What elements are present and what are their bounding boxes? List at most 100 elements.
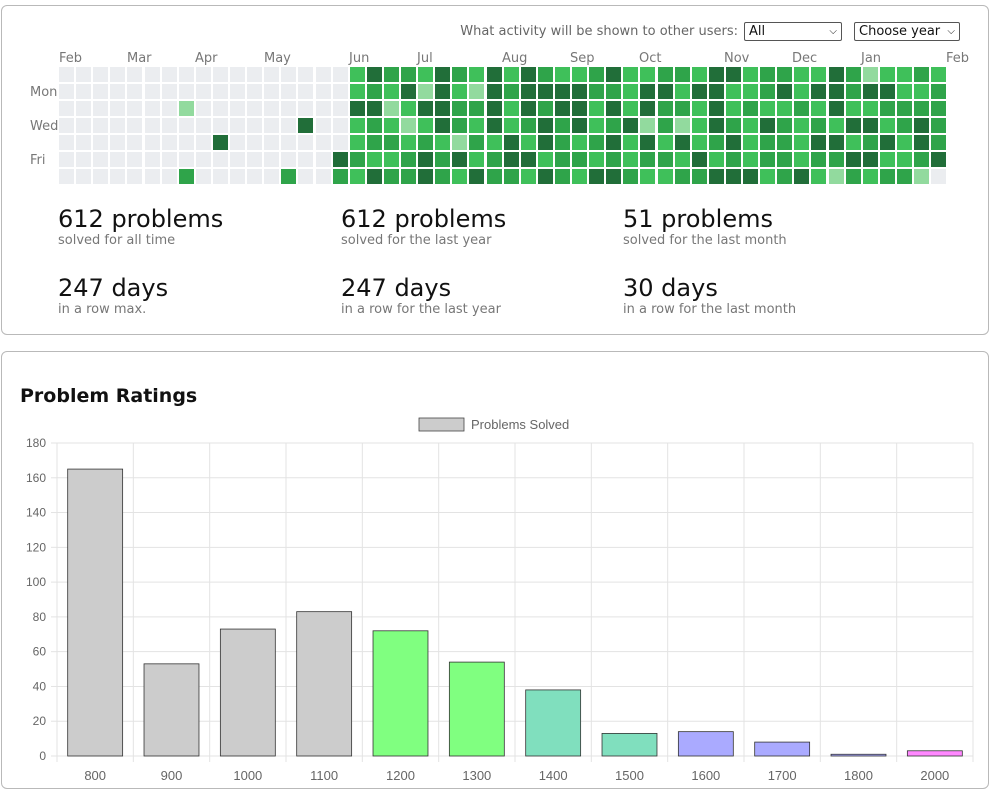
activity-cell[interactable] — [537, 135, 553, 150]
activity-cell[interactable] — [452, 84, 468, 99]
activity-cell[interactable] — [161, 84, 177, 99]
bar-900[interactable] — [143, 663, 200, 757]
activity-cell[interactable] — [247, 169, 263, 184]
activity-cell[interactable] — [195, 118, 211, 133]
activity-cell[interactable] — [93, 152, 109, 167]
activity-cell[interactable] — [811, 152, 827, 167]
activity-cell[interactable] — [674, 101, 690, 116]
activity-cell[interactable] — [247, 101, 263, 116]
activity-cell[interactable] — [845, 118, 861, 133]
activity-cell[interactable] — [247, 84, 263, 99]
activity-cell[interactable] — [743, 67, 758, 82]
activity-cell[interactable] — [264, 67, 280, 82]
activity-cell[interactable] — [59, 84, 74, 99]
activity-cell[interactable] — [178, 135, 194, 150]
activity-cell[interactable] — [572, 169, 587, 184]
activity-cell[interactable] — [281, 101, 297, 116]
activity-cell[interactable] — [623, 152, 639, 167]
activity-cell[interactable] — [623, 118, 639, 133]
activity-cell[interactable] — [794, 101, 810, 116]
activity-cell[interactable] — [332, 152, 348, 167]
activity-cell[interactable] — [127, 101, 143, 116]
activity-cell[interactable] — [93, 84, 109, 99]
activity-cell[interactable] — [503, 135, 519, 150]
activity-cell[interactable] — [914, 67, 929, 82]
activity-cell[interactable] — [230, 169, 245, 184]
activity-cell[interactable] — [708, 67, 724, 82]
activity-cell[interactable] — [657, 152, 673, 167]
activity-cell[interactable] — [127, 118, 143, 133]
activity-cell[interactable] — [435, 152, 451, 167]
activity-cell[interactable] — [59, 101, 74, 116]
legend-swatch[interactable] — [418, 417, 465, 432]
activity-cell[interactable] — [657, 67, 673, 82]
activity-cell[interactable] — [879, 84, 895, 99]
activity-cell[interactable] — [332, 118, 348, 133]
activity-cell[interactable] — [828, 135, 844, 150]
activity-cell[interactable] — [195, 169, 211, 184]
activity-cell[interactable] — [110, 135, 126, 150]
activity-cell[interactable] — [691, 84, 707, 99]
activity-cell[interactable] — [879, 118, 895, 133]
bar-1000[interactable] — [219, 628, 276, 757]
activity-cell[interactable] — [640, 84, 656, 99]
activity-cell[interactable] — [366, 84, 382, 99]
activity-cell[interactable] — [623, 135, 639, 150]
activity-cell[interactable] — [418, 135, 434, 150]
activity-cell[interactable] — [743, 169, 758, 184]
activity-cell[interactable] — [298, 101, 314, 116]
activity-cell[interactable] — [418, 169, 434, 184]
activity-cell[interactable] — [537, 118, 553, 133]
activity-cell[interactable] — [418, 84, 434, 99]
activity-cell[interactable] — [896, 152, 912, 167]
activity-cell[interactable] — [708, 152, 724, 167]
activity-cell[interactable] — [862, 67, 878, 82]
activity-cell[interactable] — [264, 118, 280, 133]
activity-cell[interactable] — [383, 101, 399, 116]
activity-cell[interactable] — [486, 135, 502, 150]
activity-cell[interactable] — [554, 67, 570, 82]
activity-cell[interactable] — [435, 101, 451, 116]
activity-cell[interactable] — [606, 67, 622, 82]
activity-cell[interactable] — [435, 84, 451, 99]
activity-cell[interactable] — [657, 169, 673, 184]
activity-cell[interactable] — [59, 67, 74, 82]
activity-cell[interactable] — [931, 135, 947, 150]
activity-cell[interactable] — [247, 135, 263, 150]
activity-cell[interactable] — [247, 152, 263, 167]
activity-cell[interactable] — [486, 84, 502, 99]
activity-cell[interactable] — [93, 118, 109, 133]
activity-cell[interactable] — [520, 67, 536, 82]
activity-cell[interactable] — [862, 84, 878, 99]
activity-cell[interactable] — [743, 84, 758, 99]
activity-cell[interactable] — [537, 101, 553, 116]
activity-cell[interactable] — [931, 84, 947, 99]
activity-cell[interactable] — [76, 67, 92, 82]
activity-cell[interactable] — [862, 169, 878, 184]
activity-cell[interactable] — [879, 152, 895, 167]
activity-cell[interactable] — [691, 152, 707, 167]
activity-cell[interactable] — [931, 152, 947, 167]
activity-cell[interactable] — [247, 67, 263, 82]
activity-cell[interactable] — [845, 135, 861, 150]
activity-cell[interactable] — [537, 169, 553, 184]
activity-cell[interactable] — [76, 101, 92, 116]
activity-cell[interactable] — [914, 101, 929, 116]
activity-cell[interactable] — [315, 101, 331, 116]
activity-cell[interactable] — [811, 118, 827, 133]
activity-cell[interactable] — [640, 101, 656, 116]
activity-cell[interactable] — [828, 101, 844, 116]
activity-cell[interactable] — [127, 152, 143, 167]
activity-cell[interactable] — [315, 84, 331, 99]
activity-cell[interactable] — [931, 169, 947, 184]
activity-cell[interactable] — [76, 135, 92, 150]
activity-cell[interactable] — [264, 135, 280, 150]
activity-cell[interactable] — [623, 84, 639, 99]
activity-cell[interactable] — [93, 101, 109, 116]
activity-cell[interactable] — [589, 84, 605, 99]
bar-1300[interactable] — [448, 661, 505, 757]
activity-cell[interactable] — [537, 67, 553, 82]
activity-cell[interactable] — [623, 67, 639, 82]
activity-cell[interactable] — [110, 84, 126, 99]
activity-cell[interactable] — [914, 169, 929, 184]
